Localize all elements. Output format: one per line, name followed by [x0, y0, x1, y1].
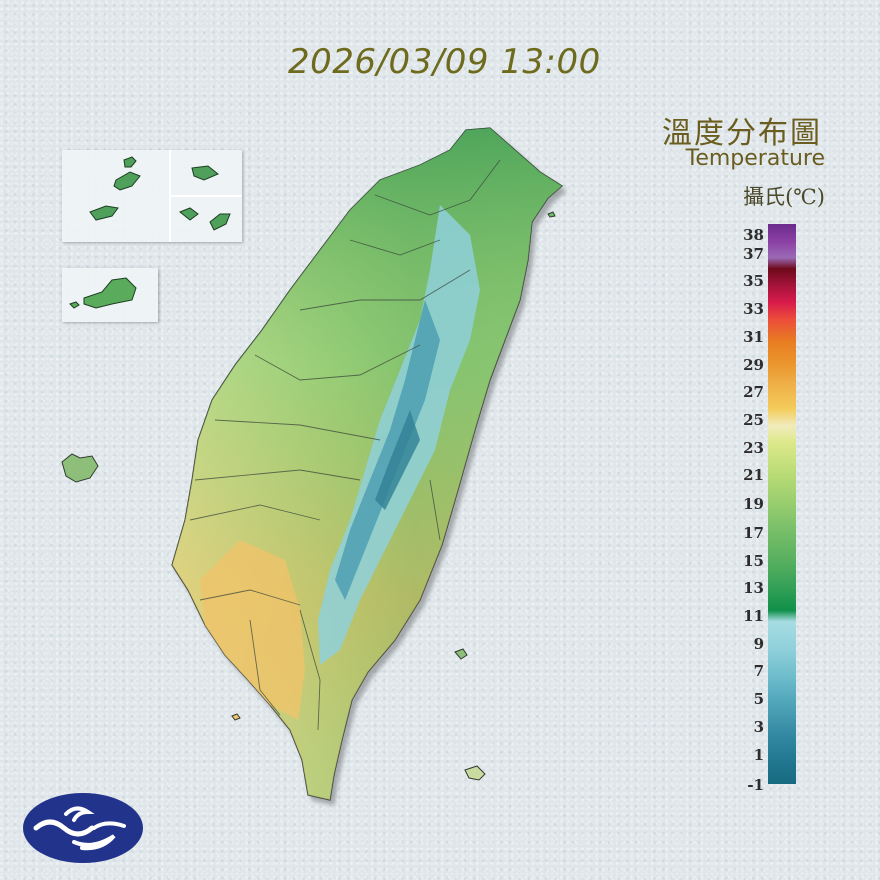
- penghu-islands: [61, 453, 99, 483]
- legend-title-zh: 溫度分布圖: [662, 116, 822, 151]
- scale-tick-label: 33: [743, 300, 764, 318]
- kinmen-islands-shapes: [69, 277, 137, 309]
- guishan-island: [547, 211, 556, 218]
- scale-tick-label: 13: [743, 579, 764, 597]
- taiwan-main-island: [171, 127, 564, 801]
- scale-tick-label: 3: [753, 718, 764, 736]
- scale-tick-label: 9: [753, 635, 764, 653]
- kinmen-islands-inset: [62, 268, 158, 322]
- scale-tick-label: 35: [743, 272, 764, 290]
- map-datetime: 2026/03/09 13:00: [288, 42, 601, 82]
- scale-tick-label: 25: [743, 411, 764, 429]
- scale-tick-label: 17: [743, 524, 764, 542]
- scale-tick-label: -1: [747, 776, 764, 794]
- cwa-logo-icon: [23, 793, 143, 863]
- scale-tick-label: 11: [743, 607, 764, 625]
- scale-tick-label: 27: [743, 383, 764, 401]
- legend-unit: 攝氏(℃): [743, 185, 825, 209]
- legend-title-en: Temperature: [685, 146, 825, 171]
- scale-tick-label: 1: [753, 746, 764, 764]
- matsu-islands-inset: [62, 150, 242, 242]
- liuqiu-island: [231, 713, 241, 721]
- temperature-color-scale: [768, 224, 796, 784]
- scale-tick-label: 29: [743, 356, 764, 374]
- green-island: [454, 648, 468, 660]
- scale-tick-label: 31: [743, 328, 764, 346]
- scale-tick-label: 37: [743, 245, 764, 263]
- scale-tick-label: 5: [753, 690, 764, 708]
- matsu-islands-shapes: [89, 150, 242, 242]
- scale-tick-label: 15: [743, 552, 764, 570]
- scale-tick-label: 21: [743, 466, 764, 484]
- scale-tick-label: 19: [743, 495, 764, 513]
- scale-tick-label: 7: [753, 662, 764, 680]
- scale-tick-label: 38: [743, 226, 764, 244]
- scale-tick-label: 23: [743, 439, 764, 457]
- orchid-island: [464, 765, 486, 781]
